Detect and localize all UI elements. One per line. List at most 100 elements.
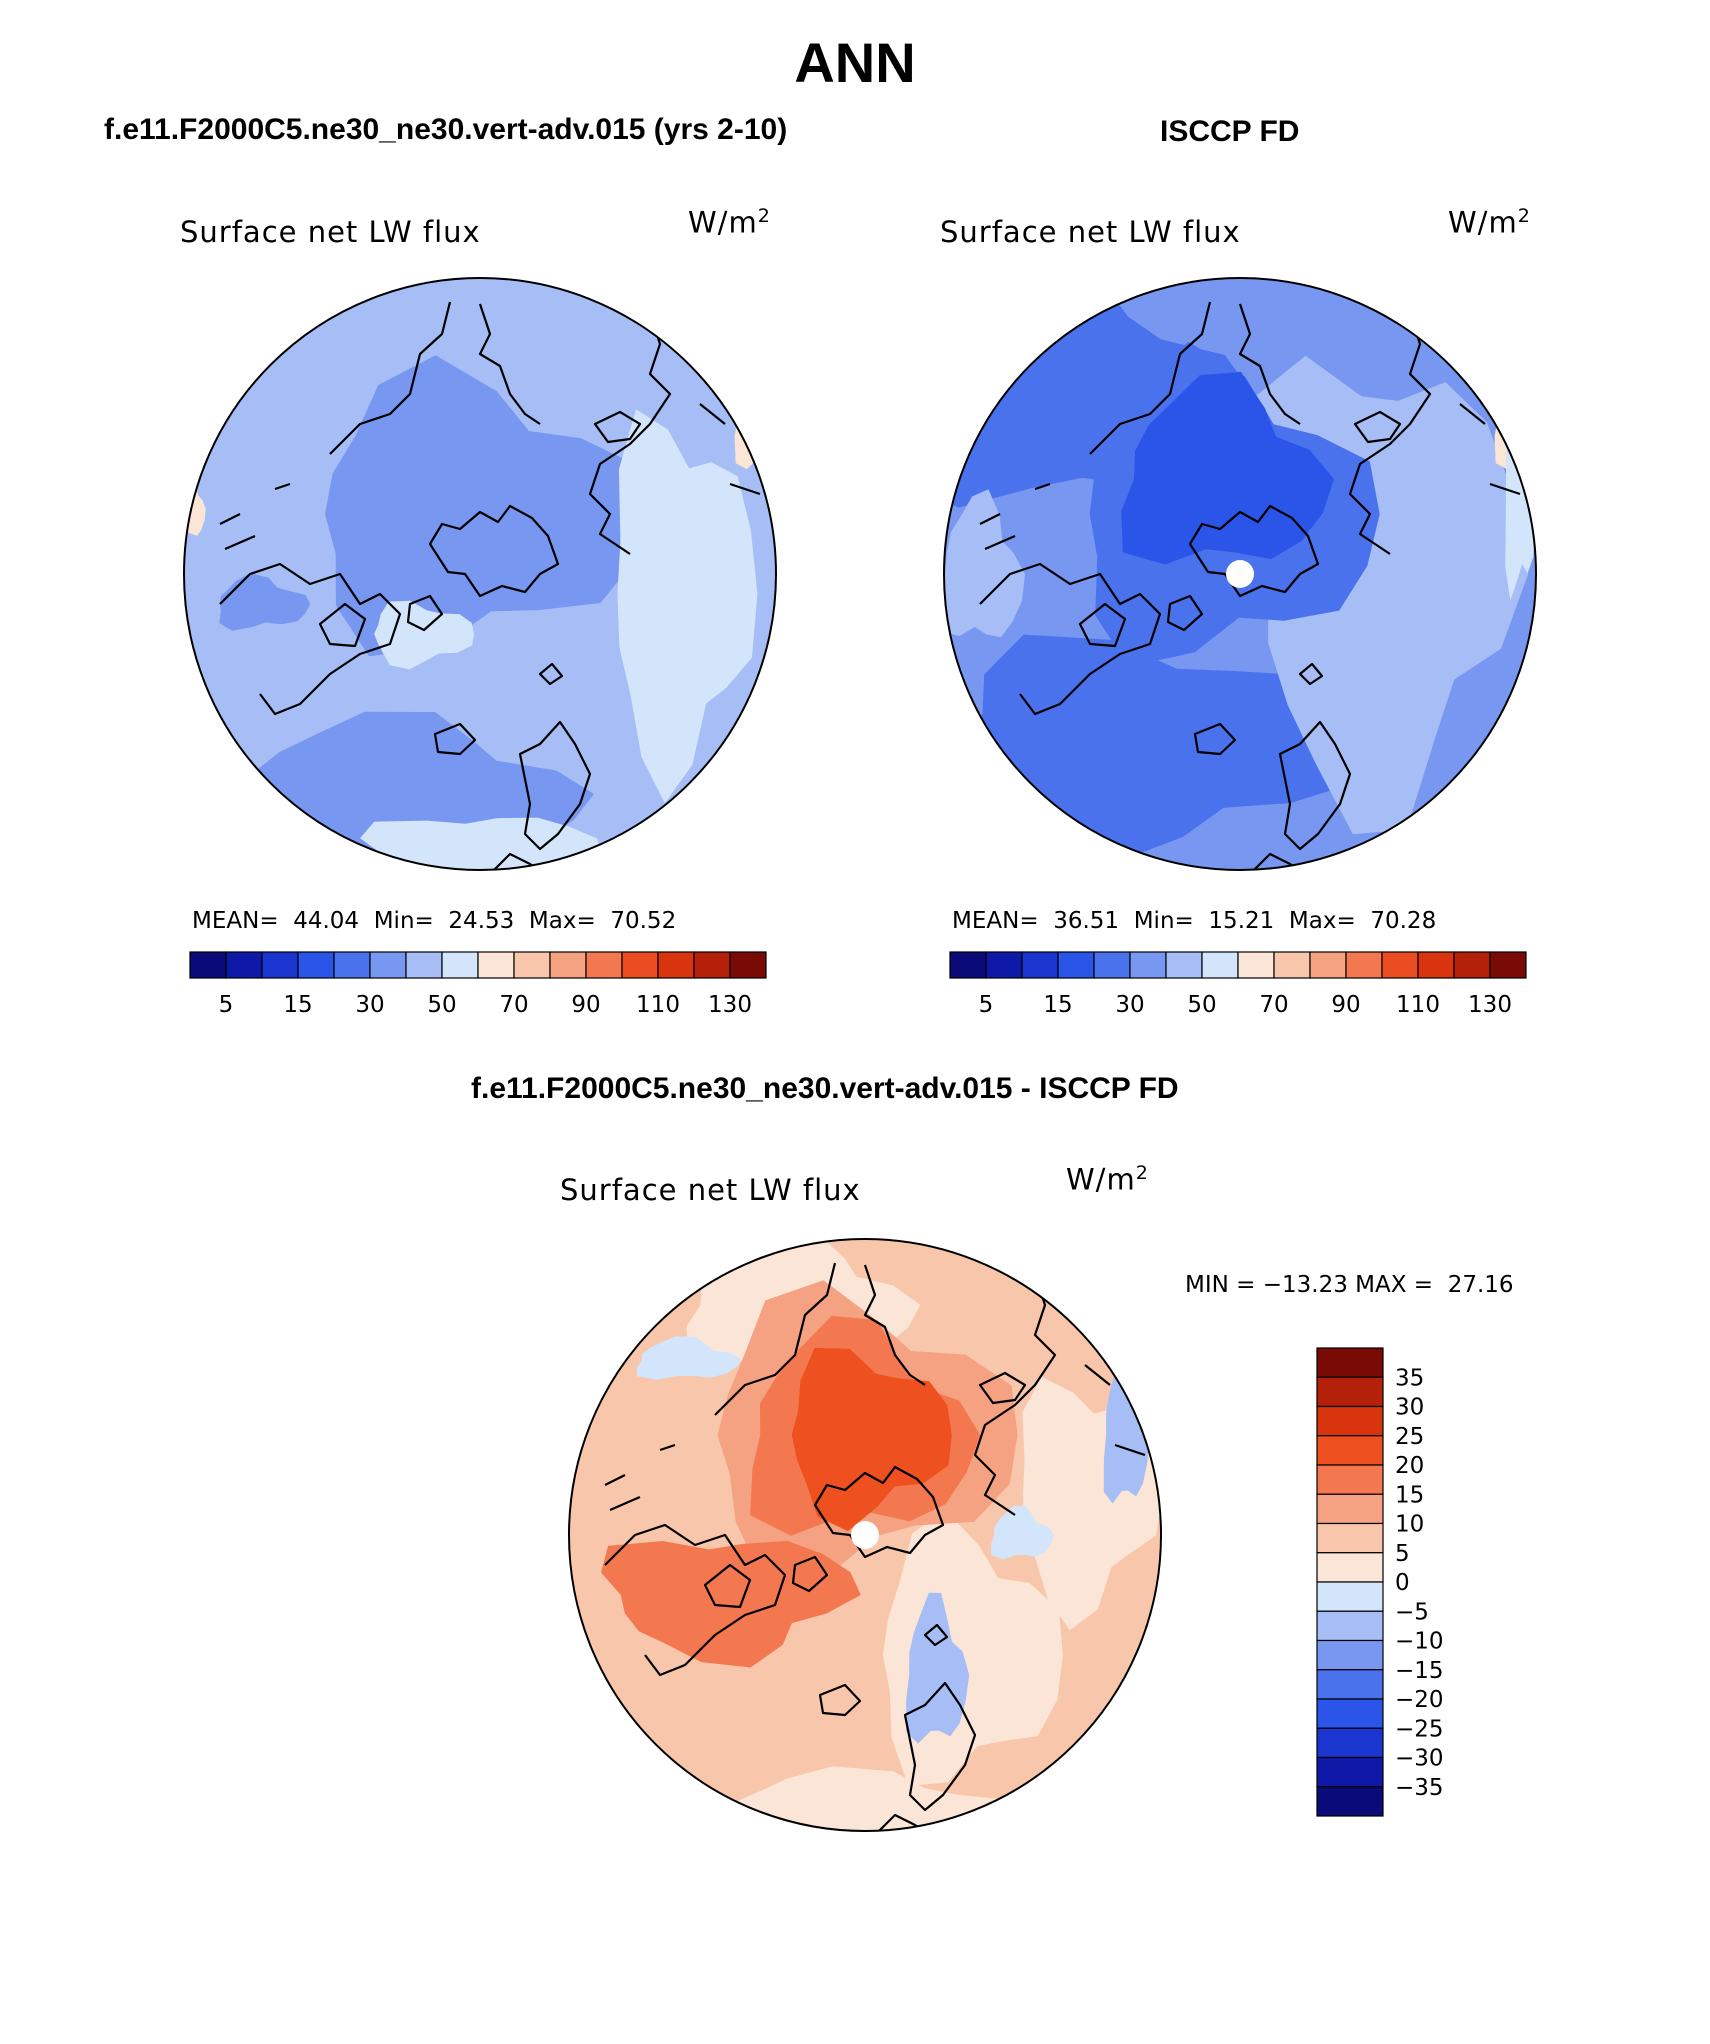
field-region <box>219 573 311 631</box>
coastline <box>1166 594 1204 632</box>
coastline <box>318 602 367 648</box>
units-superscript: 2 <box>757 205 771 227</box>
coastline <box>518 720 592 851</box>
field-region <box>636 1336 742 1380</box>
colorbar-bin <box>261 951 299 979</box>
colorbar-bin <box>1417 951 1455 979</box>
panel-1-colorbar: 5 15 30 50 70 90 110 130 <box>189 951 767 1018</box>
coastline <box>428 504 560 598</box>
colorbar-bin <box>1316 1639 1384 1671</box>
coastline <box>979 482 1051 551</box>
colorbar-bin <box>1381 951 1419 979</box>
field-region <box>726 1766 1034 1831</box>
panel-1-variable-label: Surface net LW flux <box>180 215 481 249</box>
colorbar-tick-label: −5 <box>1395 1599 1429 1625</box>
colorbar-tick-label: −10 <box>1395 1629 1444 1655</box>
colorbar-bin <box>585 951 623 979</box>
colorbar-bin <box>1316 1756 1384 1788</box>
colorbar-tick-label: 15 <box>1395 1482 1424 1508</box>
colorbar-bin <box>1316 1610 1384 1642</box>
coastline <box>1353 410 1402 444</box>
mean-value: 44.04 <box>293 908 360 934</box>
coastline <box>973 1274 1057 1516</box>
colorbar-bin <box>1273 951 1311 979</box>
colorbar-tick-label: 130 <box>1468 992 1512 1018</box>
mean-label: MEAN= <box>952 908 1039 934</box>
min-label: Min= <box>373 908 434 934</box>
coastline <box>979 562 1162 716</box>
units-superscript: 2 <box>1135 1162 1149 1184</box>
colorbar-tick-label: −35 <box>1395 1775 1444 1801</box>
colorbar-tick-label: 5 <box>1395 1541 1410 1567</box>
colorbar-bin <box>949 951 987 979</box>
colorbar-bin <box>1316 1727 1384 1759</box>
colorbar-tick-label: 20 <box>1395 1453 1424 1479</box>
colorbar-bin <box>1309 951 1347 979</box>
units-text: W/m <box>1066 1162 1136 1197</box>
colorbar-bin <box>1316 1347 1384 1378</box>
colorbar-tick-label: 30 <box>1395 1395 1424 1421</box>
coastline <box>593 410 642 444</box>
coastline <box>1348 313 1432 555</box>
colorbar-bin <box>1316 1522 1384 1554</box>
colorbar-bin <box>477 951 515 979</box>
colorbar-bin <box>1165 951 1203 979</box>
max-label: Max= <box>528 908 596 934</box>
coastline <box>699 403 761 496</box>
min-label: Min= <box>1133 908 1194 934</box>
colorbar-tick-label: 0 <box>1395 1570 1410 1596</box>
colorbar-bin <box>1093 951 1131 979</box>
colorbar-bin <box>1345 951 1383 979</box>
panel-2-colorbar: 5 15 30 50 70 90 110 130 <box>949 951 1527 1018</box>
colorbar-tick-label: 5 <box>219 992 234 1018</box>
coastline <box>604 1443 676 1512</box>
colorbar-bin <box>1201 951 1239 979</box>
colorbar-tick-label: 70 <box>499 992 528 1018</box>
panel-1-heading: f.e11.F2000C5.ne30_ne30.vert-adv.015 (yr… <box>104 113 788 146</box>
colorbar-bin <box>297 951 335 979</box>
colorbar-tick-label: −30 <box>1395 1746 1444 1772</box>
colorbar-bin <box>189 951 227 979</box>
panel-3-min-max: MIN = −13.23 MAX = 27.16 <box>1185 1272 1514 1298</box>
colorbar-bin <box>369 951 407 979</box>
colorbar-tick-label: −25 <box>1395 1716 1444 1742</box>
colorbar-bin <box>549 951 587 979</box>
coastline <box>329 301 541 455</box>
coastline <box>1193 722 1237 756</box>
colorbar-tick-label: 5 <box>979 992 994 1018</box>
min-value: 15.21 <box>1208 908 1275 934</box>
field-region <box>1103 1352 1151 1504</box>
coastline <box>406 594 444 632</box>
colorbar-bin <box>693 951 731 979</box>
map-boundary <box>943 277 1537 871</box>
min-value: 24.53 <box>448 908 515 934</box>
panel-3-colorbar: 35 30 25 20 15 10 5 0 −5 −10 −15 −20 −25 −30 −35 <box>1316 1347 1444 1817</box>
coastline <box>978 1371 1027 1405</box>
colorbar-bin <box>333 951 371 979</box>
colorbar-bin <box>1237 951 1275 979</box>
field-region <box>968 634 1369 866</box>
coastline <box>818 1683 862 1717</box>
panel-2-stats: MEAN= 36.51 Min= 15.21 Max= 70.28 <box>952 908 1436 934</box>
coastline <box>703 1563 752 1609</box>
max-label: Max= <box>1288 908 1356 934</box>
colorbar-bin <box>985 951 1023 979</box>
coastline <box>1278 720 1352 851</box>
colorbar-tick-label: 25 <box>1395 1424 1424 1450</box>
colorbar-tick-label: 90 <box>571 992 600 1018</box>
colorbar-bin <box>1316 1405 1384 1437</box>
coastline <box>604 1523 787 1677</box>
panel-2-heading: ISCCP FD <box>1160 115 1300 148</box>
max-value: 70.52 <box>610 908 677 934</box>
colorbar-tick-label: 50 <box>1187 992 1216 1018</box>
coastline <box>903 1681 977 1812</box>
colorbar-tick-label: 110 <box>636 992 680 1018</box>
colorbar-tick-label: 15 <box>1043 992 1072 1018</box>
main-title: ANN <box>794 31 916 94</box>
coastline <box>1084 1364 1146 1457</box>
units-text: W/m <box>688 205 758 240</box>
colorbar-bin <box>657 951 695 979</box>
coastline <box>1078 602 1127 648</box>
colorbar-bin <box>513 951 551 979</box>
colorbar-bin <box>1021 951 1059 979</box>
